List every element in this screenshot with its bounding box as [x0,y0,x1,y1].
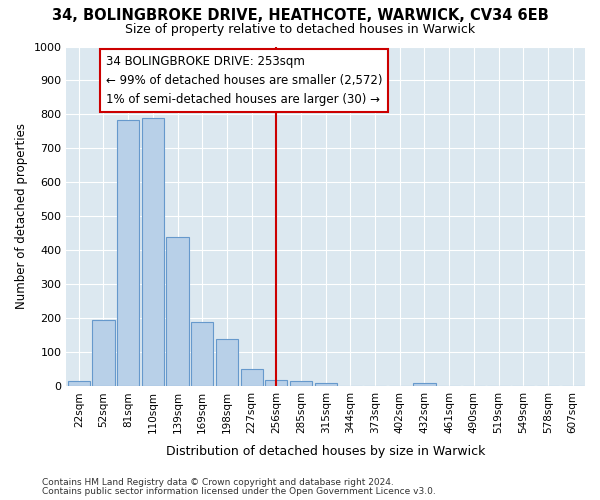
Text: Contains public sector information licensed under the Open Government Licence v3: Contains public sector information licen… [42,487,436,496]
Text: Contains HM Land Registry data © Crown copyright and database right 2024.: Contains HM Land Registry data © Crown c… [42,478,394,487]
Y-axis label: Number of detached properties: Number of detached properties [15,124,28,310]
Bar [191,322,214,386]
X-axis label: Distribution of detached houses by size in Warwick: Distribution of detached houses by size … [166,444,485,458]
Bar [290,382,312,386]
Bar [314,383,337,386]
Bar [117,120,139,386]
Text: 34 BOLINGBROKE DRIVE: 253sqm
← 99% of detached houses are smaller (2,572)
1% of : 34 BOLINGBROKE DRIVE: 253sqm ← 99% of de… [106,55,382,106]
Bar [241,370,263,386]
Text: 34, BOLINGBROKE DRIVE, HEATHCOTE, WARWICK, CV34 6EB: 34, BOLINGBROKE DRIVE, HEATHCOTE, WARWIC… [52,8,548,22]
Bar [92,320,115,386]
Bar [413,383,436,386]
Bar [216,339,238,386]
Text: Size of property relative to detached houses in Warwick: Size of property relative to detached ho… [125,22,475,36]
Bar [68,382,90,386]
Bar [265,380,287,386]
Bar [142,118,164,386]
Bar [166,237,188,386]
